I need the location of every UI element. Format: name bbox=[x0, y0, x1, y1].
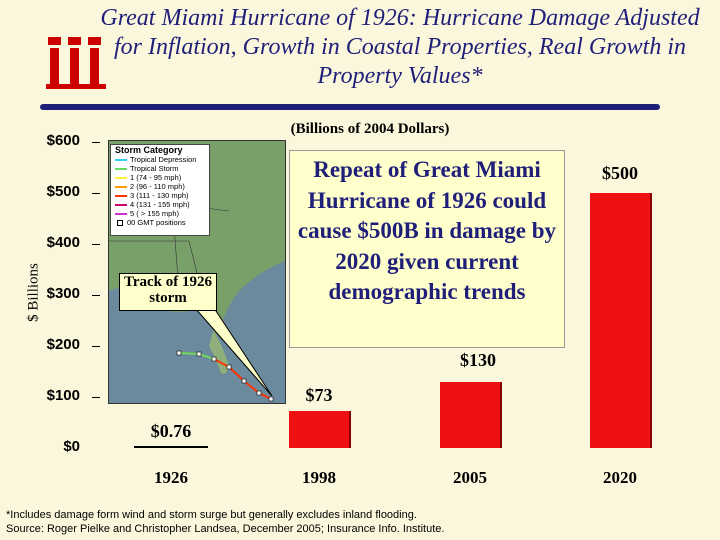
legend-item: Tropical Storm bbox=[111, 164, 209, 173]
legend-swatch bbox=[115, 176, 127, 179]
footnote-line-1: *Includes damage form wind and storm sur… bbox=[6, 509, 417, 521]
track-positions bbox=[176, 350, 274, 402]
chart-subtitle: (Billions of 2004 Dollars) bbox=[290, 121, 450, 137]
y-tick-label: $500 bbox=[46, 183, 80, 200]
data-label-1926: $0.76 bbox=[150, 421, 192, 441]
projection-annotation-box: Repeat of Great Miami Hurricane of 1926 … bbox=[289, 150, 565, 348]
y-tick-label: $0 bbox=[63, 438, 80, 455]
x-tick-label: 2005 bbox=[453, 468, 487, 487]
y-tick-mark bbox=[92, 346, 100, 347]
x-tick-label: 1926 bbox=[154, 468, 188, 487]
y-tick-mark bbox=[92, 397, 100, 398]
bar-2005 bbox=[440, 381, 502, 448]
legend-item-label: 1 (74 - 95 mph) bbox=[130, 173, 182, 182]
y-tick-mark bbox=[92, 142, 100, 143]
storm-category-legend: Storm Category Tropical Depression Tropic… bbox=[110, 144, 210, 236]
legend-swatch bbox=[115, 194, 127, 197]
legend-item: 2 (96 - 110 mph) bbox=[111, 182, 209, 191]
y-tick-label: $400 bbox=[46, 234, 80, 251]
legend-item: 3 (111 - 130 mph) bbox=[111, 191, 209, 200]
iii-logo bbox=[46, 37, 106, 89]
legend-positions-label: 00 GMT positions bbox=[127, 218, 186, 227]
y-tick-label: $200 bbox=[46, 336, 80, 353]
y-tick-mark bbox=[92, 244, 100, 245]
legend-item: 1 (74 - 95 mph) bbox=[111, 173, 209, 182]
legend-item-label: 2 (96 - 110 mph) bbox=[130, 182, 185, 191]
storm-track-callout: Track of 1926 storm bbox=[119, 273, 217, 311]
legend-item: Tropical Depression bbox=[111, 155, 209, 164]
legend-item-label: Tropical Depression bbox=[130, 155, 197, 164]
y-tick-label: $100 bbox=[46, 387, 80, 404]
title-divider bbox=[40, 104, 660, 110]
y-tick-label: $600 bbox=[46, 132, 80, 149]
legend-item-label: Tropical Storm bbox=[130, 164, 179, 173]
legend-swatch bbox=[115, 203, 127, 206]
legend-title: Storm Category bbox=[115, 145, 183, 155]
footnote: *Includes damage form wind and storm sur… bbox=[6, 508, 646, 536]
legend-swatch bbox=[115, 167, 127, 170]
legend-swatch bbox=[115, 185, 127, 188]
y-tick-mark bbox=[92, 295, 100, 296]
legend-items: Tropical Depression Tropical Storm 1 (74 -… bbox=[111, 155, 209, 218]
data-label-2005: $130 bbox=[460, 349, 496, 370]
x-tick-label: 2020 bbox=[603, 468, 637, 487]
florida bbox=[209, 331, 229, 374]
legend-positions-item: 00 GMT positions bbox=[111, 218, 209, 227]
bar-1998 bbox=[289, 410, 351, 448]
bar-2020 bbox=[590, 193, 652, 448]
legend-swatch bbox=[115, 158, 127, 161]
data-label-2020: $500 bbox=[602, 163, 638, 183]
data-label-1998: $73 bbox=[305, 384, 333, 405]
legend-item: 5 ( > 155 mph) bbox=[111, 209, 209, 218]
legend-item-label: 5 ( > 155 mph) bbox=[130, 209, 179, 218]
slide-title: Great Miami Hurricane of 1926: Hurricane… bbox=[100, 5, 700, 89]
position-marker-icon bbox=[117, 219, 123, 226]
legend-item-label: 3 (111 - 130 mph) bbox=[130, 191, 189, 200]
bar-1926 bbox=[134, 446, 208, 448]
gulf-of-mexico bbox=[109, 287, 216, 386]
y-tick-label: $300 bbox=[46, 285, 80, 302]
x-tick-label: 1998 bbox=[302, 468, 336, 487]
projection-annotation: Repeat of Great Miami Hurricane of 1926 … bbox=[297, 157, 557, 304]
y-tick-mark bbox=[92, 193, 100, 194]
footnote-source: Source: Roger Pielke and Christopher Lan… bbox=[6, 523, 445, 535]
legend-swatch bbox=[115, 212, 127, 215]
legend-item-label: 4 (131 - 155 mph) bbox=[130, 200, 190, 209]
legend-item: 4 (131 - 155 mph) bbox=[111, 200, 209, 209]
